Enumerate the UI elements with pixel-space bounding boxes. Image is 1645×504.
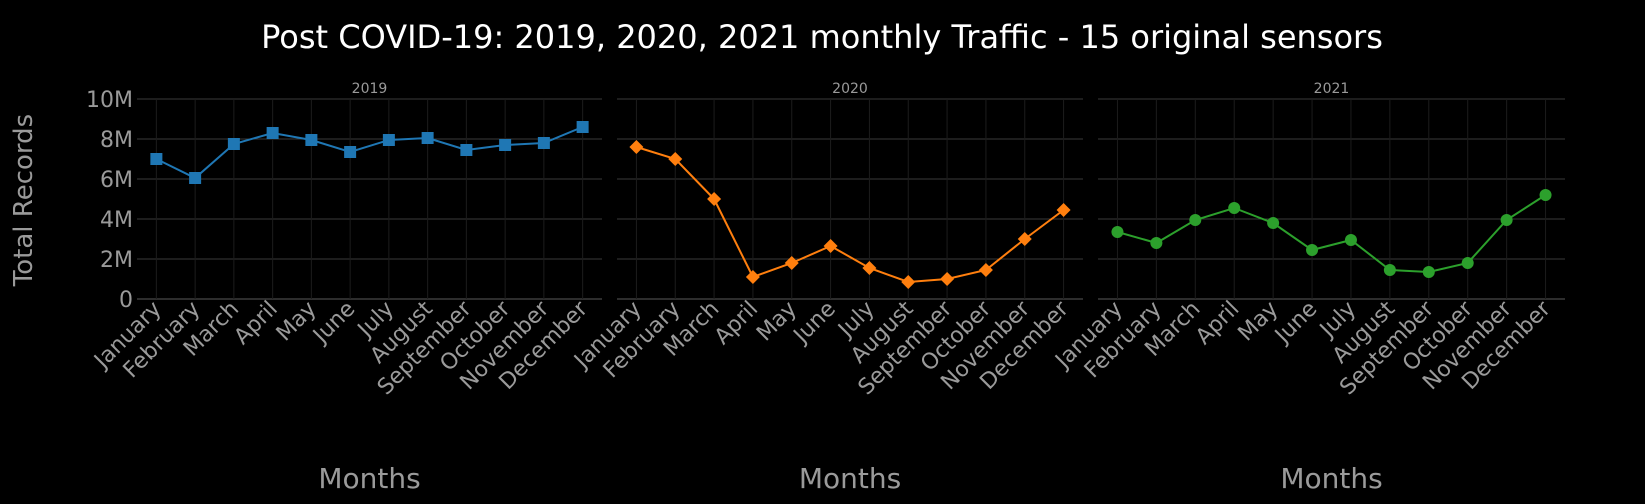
y-tick-label: 4M [100, 208, 133, 233]
data-point [901, 275, 916, 289]
data-point [784, 256, 799, 270]
chart-title: Post COVID-19: 2019, 2020, 2021 monthly … [261, 18, 1383, 56]
data-point [460, 144, 473, 156]
panel-subtitle: 2021 [1314, 81, 1350, 97]
x-tick-label: June [1269, 297, 1322, 350]
data-point [499, 139, 512, 151]
data-point [940, 272, 955, 286]
data-point [1383, 264, 1396, 276]
data-point [1500, 214, 1513, 226]
data-point [537, 137, 550, 149]
series-line-2020 [636, 146, 1065, 284]
y-tick-label: 10M [86, 88, 133, 113]
x-axis-label: Months [1280, 462, 1382, 495]
x-tick-label: April [1191, 297, 1244, 350]
y-tick-label: 6M [100, 168, 133, 193]
data-point [382, 134, 395, 146]
x-tick-label: June [307, 297, 360, 350]
data-point [305, 134, 318, 146]
x-tick-label: May [1234, 297, 1284, 347]
data-point [1056, 203, 1071, 217]
panel-subtitle: 2019 [352, 81, 388, 97]
data-point [421, 132, 434, 144]
panel-subtitle: 2020 [832, 81, 868, 97]
data-point [1539, 189, 1552, 201]
data-point [1267, 217, 1280, 229]
data-point [1017, 232, 1032, 246]
data-point [1422, 266, 1435, 278]
data-point [978, 263, 993, 277]
data-point [1344, 234, 1357, 246]
data-point [150, 153, 163, 165]
data-point [189, 172, 202, 184]
data-point [344, 146, 357, 158]
data-point [227, 138, 240, 150]
data-point [862, 261, 877, 275]
x-tick-label: May [752, 297, 802, 347]
data-point [629, 140, 644, 154]
x-axis-label: Months [318, 462, 420, 495]
data-point [707, 192, 722, 206]
data-point [823, 239, 838, 253]
series-line-2019 [155, 126, 583, 180]
y-tick-label: 8M [100, 128, 133, 153]
data-point [1461, 257, 1474, 269]
data-point [745, 270, 760, 284]
data-point [1111, 226, 1124, 238]
x-tick-label: June [788, 297, 841, 350]
data-point [576, 121, 589, 133]
series-line-2021 [1117, 194, 1547, 274]
x-axis-label: Months [799, 462, 901, 495]
data-point [1189, 214, 1202, 226]
data-point [1228, 202, 1241, 214]
data-point [668, 152, 683, 166]
data-point [1150, 237, 1163, 249]
y-tick-label: 2M [100, 248, 133, 273]
x-tick-label: April [230, 297, 283, 350]
data-point [266, 127, 279, 139]
data-point [1306, 244, 1319, 256]
y-axis-label: Total Records [9, 114, 39, 287]
x-tick-label: May [272, 297, 322, 347]
x-tick-label: April [710, 297, 763, 350]
y-tick-label: 0 [119, 288, 133, 313]
